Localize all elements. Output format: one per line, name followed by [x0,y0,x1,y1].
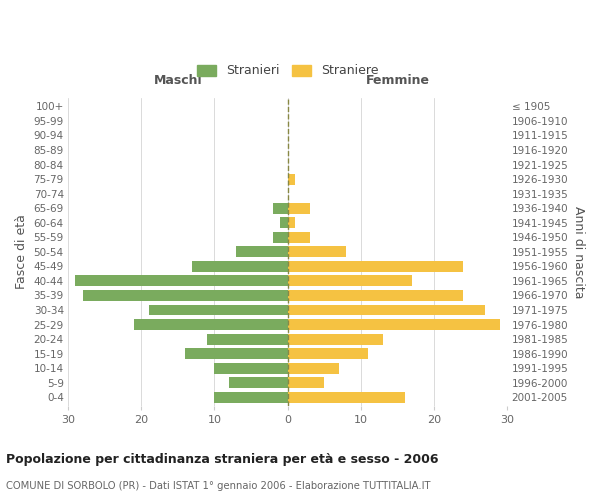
Bar [149,304,287,316]
Y-axis label: Fasce di età: Fasce di età [15,214,28,289]
Bar [280,218,287,228]
Bar [287,334,383,344]
Bar [287,377,325,388]
Text: Femmine: Femmine [365,74,430,88]
Bar [287,202,310,213]
Bar [287,218,295,228]
Text: Maschi: Maschi [154,74,202,88]
Bar [287,232,310,242]
Bar [229,377,287,388]
Bar [273,232,287,242]
Bar [273,202,287,213]
Bar [287,392,405,402]
Bar [83,290,287,301]
Bar [75,276,287,286]
Bar [214,362,287,374]
Bar [287,174,295,184]
Y-axis label: Anni di nascita: Anni di nascita [572,206,585,298]
Bar [185,348,287,359]
Bar [207,334,287,344]
Text: COMUNE DI SORBOLO (PR) - Dati ISTAT 1° gennaio 2006 - Elaborazione TUTTITALIA.IT: COMUNE DI SORBOLO (PR) - Dati ISTAT 1° g… [6,481,431,491]
Bar [214,392,287,402]
Bar [287,348,368,359]
Bar [287,261,463,272]
Bar [236,246,287,258]
Bar [287,319,500,330]
Bar [287,276,412,286]
Bar [287,304,485,316]
Bar [287,246,346,258]
Bar [287,290,463,301]
Bar [287,362,339,374]
Bar [134,319,287,330]
Bar [193,261,287,272]
Legend: Stranieri, Straniere: Stranieri, Straniere [193,60,382,81]
Text: Popolazione per cittadinanza straniera per età e sesso - 2006: Popolazione per cittadinanza straniera p… [6,452,439,466]
